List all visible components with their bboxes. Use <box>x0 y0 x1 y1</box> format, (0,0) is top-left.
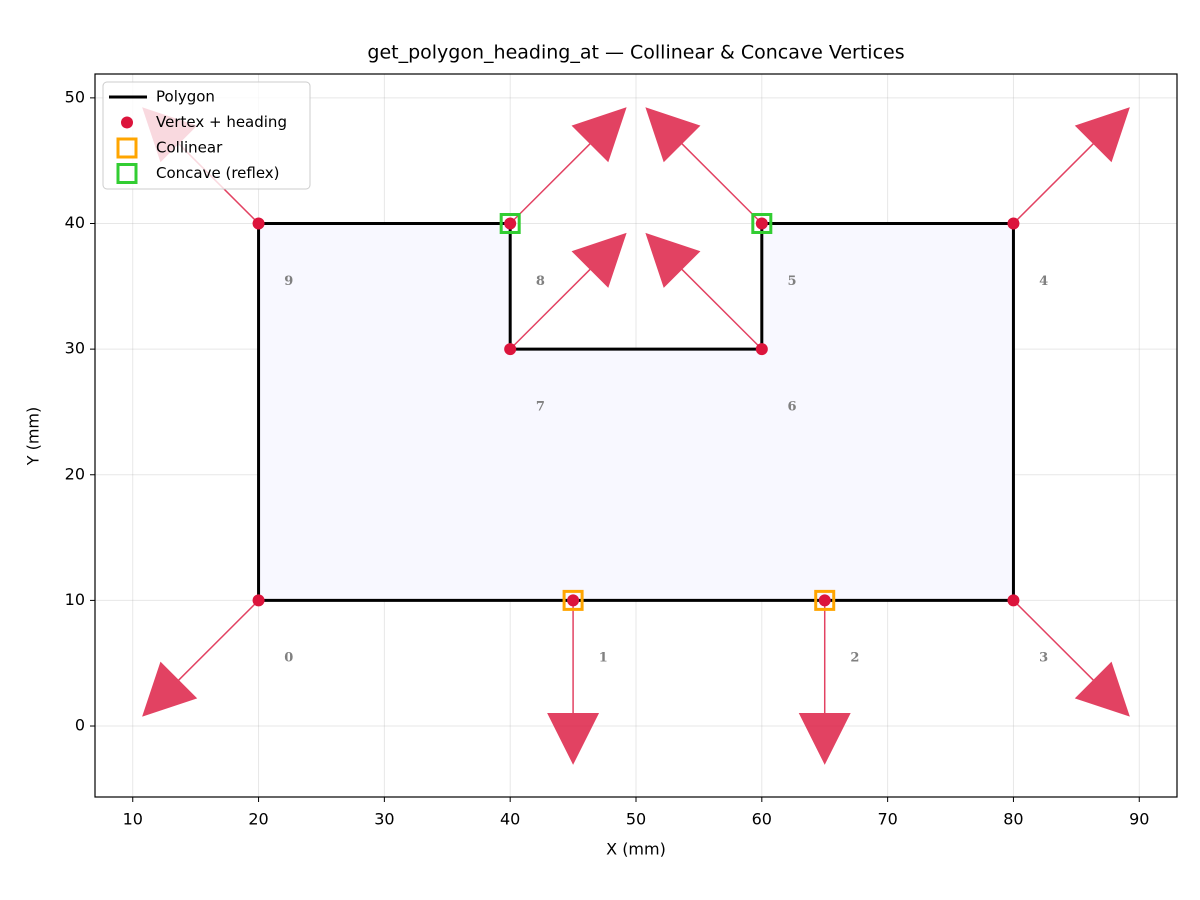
y-tick-label: 50 <box>65 87 85 106</box>
arrow-shaft <box>1012 599 1095 681</box>
collinear-marker <box>814 589 836 611</box>
vertex-label: 1 <box>599 651 608 666</box>
arrow-head <box>1074 661 1130 717</box>
x-tick-label: 80 <box>1003 810 1023 829</box>
vertex-label: 9 <box>284 274 293 289</box>
vertex-label: 6 <box>787 399 796 414</box>
vertex-label: 2 <box>850 651 859 666</box>
arrow-shaft <box>1012 143 1095 225</box>
vertex <box>818 594 831 607</box>
arrow-shaft <box>177 599 260 681</box>
vertex <box>755 217 768 230</box>
arrow-head <box>1074 107 1130 163</box>
heading-arrow <box>798 600 851 765</box>
vertex <box>504 343 517 356</box>
heading-arrow <box>509 107 627 225</box>
x-tick-label: 50 <box>626 810 646 829</box>
legend: Polygon Vertex + heading Collinear Concave … <box>102 81 311 190</box>
x-axis-label: X (mm) <box>606 840 666 859</box>
y-tick-label: 0 <box>75 716 85 735</box>
heading-arrow <box>645 232 763 350</box>
y-axis-label: Y (mm) <box>24 407 43 467</box>
arrow-shaft <box>509 268 591 350</box>
legend-label: Vertex + heading <box>156 113 287 131</box>
heading-arrow <box>1012 107 1130 225</box>
arrow-head <box>547 712 600 765</box>
polygon-fill <box>258 223 1014 601</box>
x-tick-label: 40 <box>500 810 520 829</box>
y-tick-label: 30 <box>65 339 85 358</box>
arrow-head <box>798 712 851 765</box>
legend-swatch <box>116 163 138 184</box>
vertex <box>755 343 768 356</box>
concave-marker <box>751 212 773 234</box>
vertex-label: 3 <box>1039 651 1048 666</box>
heading-arrow <box>1012 599 1130 717</box>
vertex <box>1007 217 1020 230</box>
x-tick-label: 90 <box>1129 810 1149 829</box>
arrow-head <box>571 232 627 288</box>
legend-label: Collinear <box>156 139 223 157</box>
heading-arrow <box>142 599 260 717</box>
vertex-label: 5 <box>787 274 796 289</box>
y-tick-label: 40 <box>65 213 85 232</box>
vertex-label: 8 <box>536 274 545 289</box>
x-tick-label: 60 <box>752 810 772 829</box>
y-tick-label: 20 <box>65 464 85 483</box>
arrow-head <box>645 107 701 163</box>
arrow-head <box>571 107 627 163</box>
heading-arrow <box>509 232 627 350</box>
vertex-label: 0 <box>284 651 293 666</box>
x-tick-label: 70 <box>877 810 897 829</box>
vertex <box>1007 594 1020 607</box>
arrow-shaft <box>681 143 763 225</box>
vertex <box>252 594 265 607</box>
heading-arrow <box>645 107 763 225</box>
legend-frame <box>102 81 311 190</box>
vertex-label: 7 <box>536 399 545 414</box>
legend-label: Polygon <box>156 88 215 106</box>
vertex-label: 4 <box>1039 274 1048 289</box>
concave-marker <box>499 212 521 234</box>
x-tick-label: 10 <box>123 810 143 829</box>
legend-label: Concave (reflex) <box>156 164 280 182</box>
arrow-shaft <box>681 268 763 350</box>
arrow-head <box>645 232 701 288</box>
heading-arrow <box>547 600 600 765</box>
vertex <box>567 594 580 607</box>
arrow-shaft <box>509 143 591 225</box>
collinear-marker <box>562 589 584 611</box>
vertex <box>252 217 265 230</box>
axes-frame <box>94 73 1178 798</box>
legend-swatch <box>116 137 138 159</box>
chart-title: get_polygon_heading_at — Collinear & Con… <box>367 42 904 64</box>
x-tick-label: 30 <box>374 810 394 829</box>
vertex <box>504 217 517 230</box>
x-tick-label: 20 <box>248 810 268 829</box>
arrow-head <box>142 661 198 717</box>
y-tick-label: 10 <box>65 590 85 609</box>
legend-swatch <box>121 116 133 129</box>
